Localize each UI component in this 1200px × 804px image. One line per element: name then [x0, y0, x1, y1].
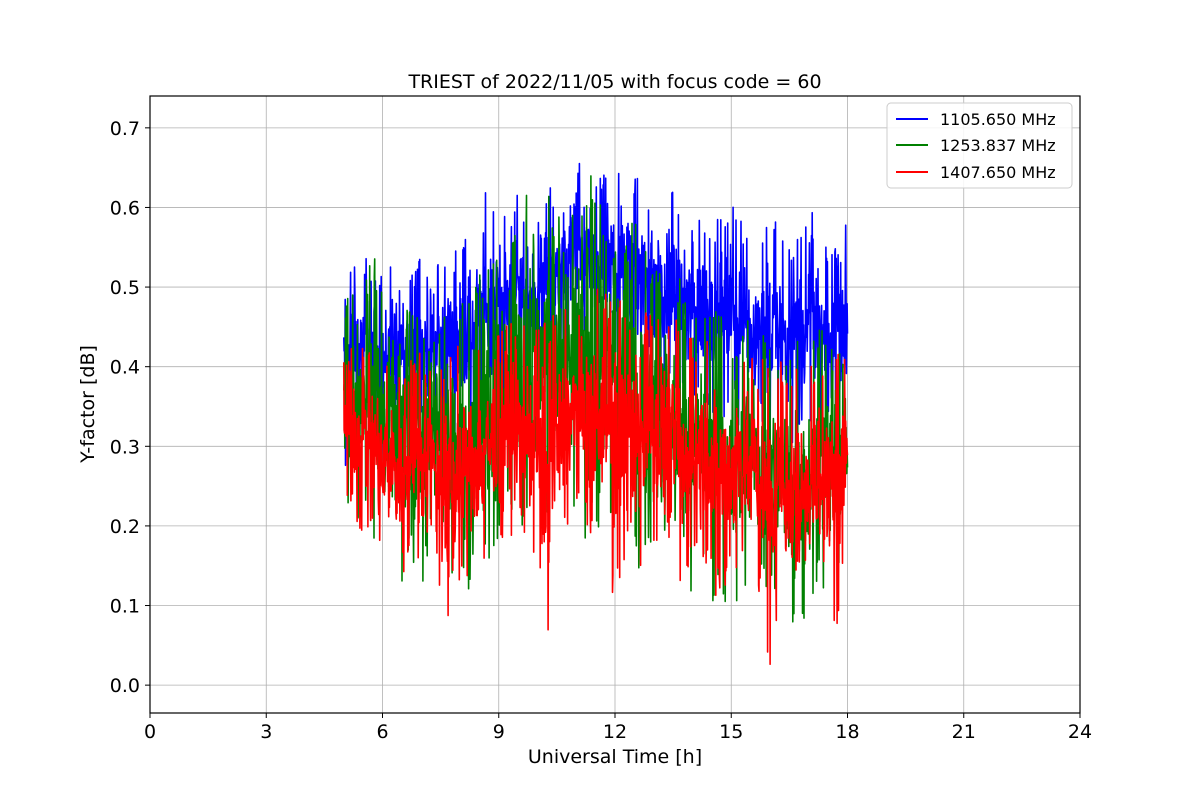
y-axis-ticks: 0.0 0.1 0.2 0.3 0.4 0.5 0.6 0.7 [110, 118, 150, 697]
y-tick-label: 0.6 [110, 197, 140, 219]
y-tick-label: 0.5 [110, 277, 140, 299]
x-tick-label: 18 [835, 721, 859, 743]
x-tick-label: 3 [260, 721, 272, 743]
chart-title: TRIEST of 2022/11/05 with focus code = 6… [407, 71, 821, 93]
y-tick-label: 0.0 [110, 675, 140, 697]
y-tick-label: 0.7 [110, 118, 140, 140]
series-line-2 [342, 288, 849, 666]
data-layer [342, 162, 849, 666]
y-tick-label: 0.3 [110, 436, 140, 458]
x-tick-label: 21 [952, 721, 976, 743]
x-axis-label: Universal Time [h] [528, 746, 702, 768]
legend-label-series-0: 1105.650 MHz [940, 110, 1056, 129]
y-tick-label: 0.2 [110, 516, 140, 538]
x-tick-label: 9 [493, 721, 505, 743]
legend-box [886, 102, 1073, 189]
x-tick-label: 24 [1068, 721, 1092, 743]
x-tick-label: 0 [144, 721, 156, 743]
x-axis-ticks: 0 3 6 9 12 15 18 21 24 [144, 713, 1092, 743]
x-tick-label: 15 [719, 721, 743, 743]
x-tick-label: 12 [603, 721, 627, 743]
legend-label-series-2: 1407.650 MHz [940, 163, 1056, 182]
legend-label-series-1: 1253.837 MHz [940, 136, 1056, 155]
y-tick-label: 0.4 [110, 357, 140, 379]
y-tick-label: 0.1 [110, 596, 140, 618]
x-tick-label: 6 [376, 721, 388, 743]
legend: 1105.650 MHz 1253.837 MHz 1407.650 MHz [886, 102, 1073, 189]
y-axis-label: Y-factor [dB] [77, 345, 99, 464]
